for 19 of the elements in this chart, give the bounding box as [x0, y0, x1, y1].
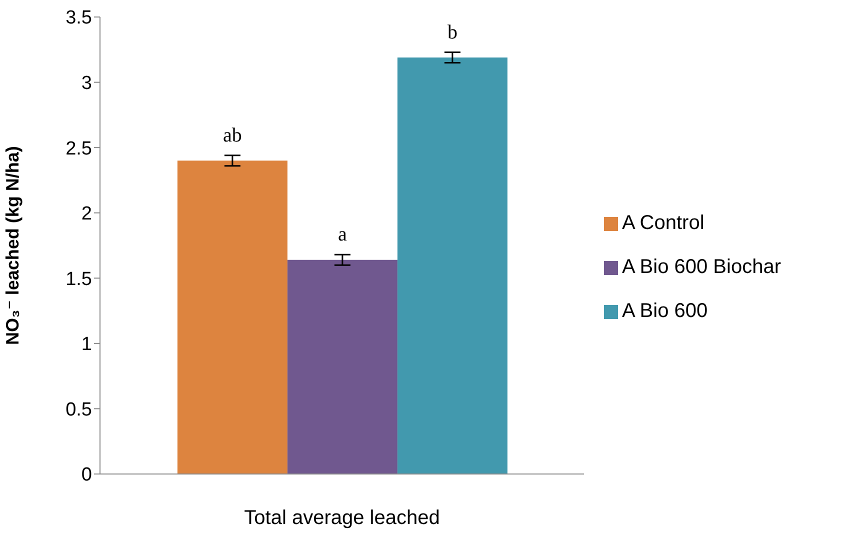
y-tick-label: 0.5 — [66, 399, 92, 420]
annotation: ab — [222, 124, 242, 146]
y-tick-label: 1 — [81, 334, 92, 356]
annotation: b — [447, 21, 458, 44]
legend-label: A Control — [622, 212, 704, 234]
legend-label: A Bio 600 Biochar — [622, 256, 781, 278]
x-axis-title: Total average leached — [244, 507, 440, 529]
y-tick-label: 2 — [81, 204, 92, 225]
y-tick-label: 2.5 — [66, 138, 92, 160]
annotation: a — [338, 224, 347, 246]
y-tick-label: 0 — [81, 464, 92, 486]
y-axis-title: NO₃⁻ leached (kg N/ha) — [2, 146, 22, 345]
legend-label: A Bio 600 — [622, 300, 708, 322]
y-tick-label: 3 — [81, 73, 92, 94]
bar — [397, 57, 508, 474]
y-tick-label: 1.5 — [66, 268, 92, 290]
y-tick-label: 3.5 — [66, 8, 92, 29]
bar — [287, 260, 398, 474]
bar — [177, 160, 288, 474]
